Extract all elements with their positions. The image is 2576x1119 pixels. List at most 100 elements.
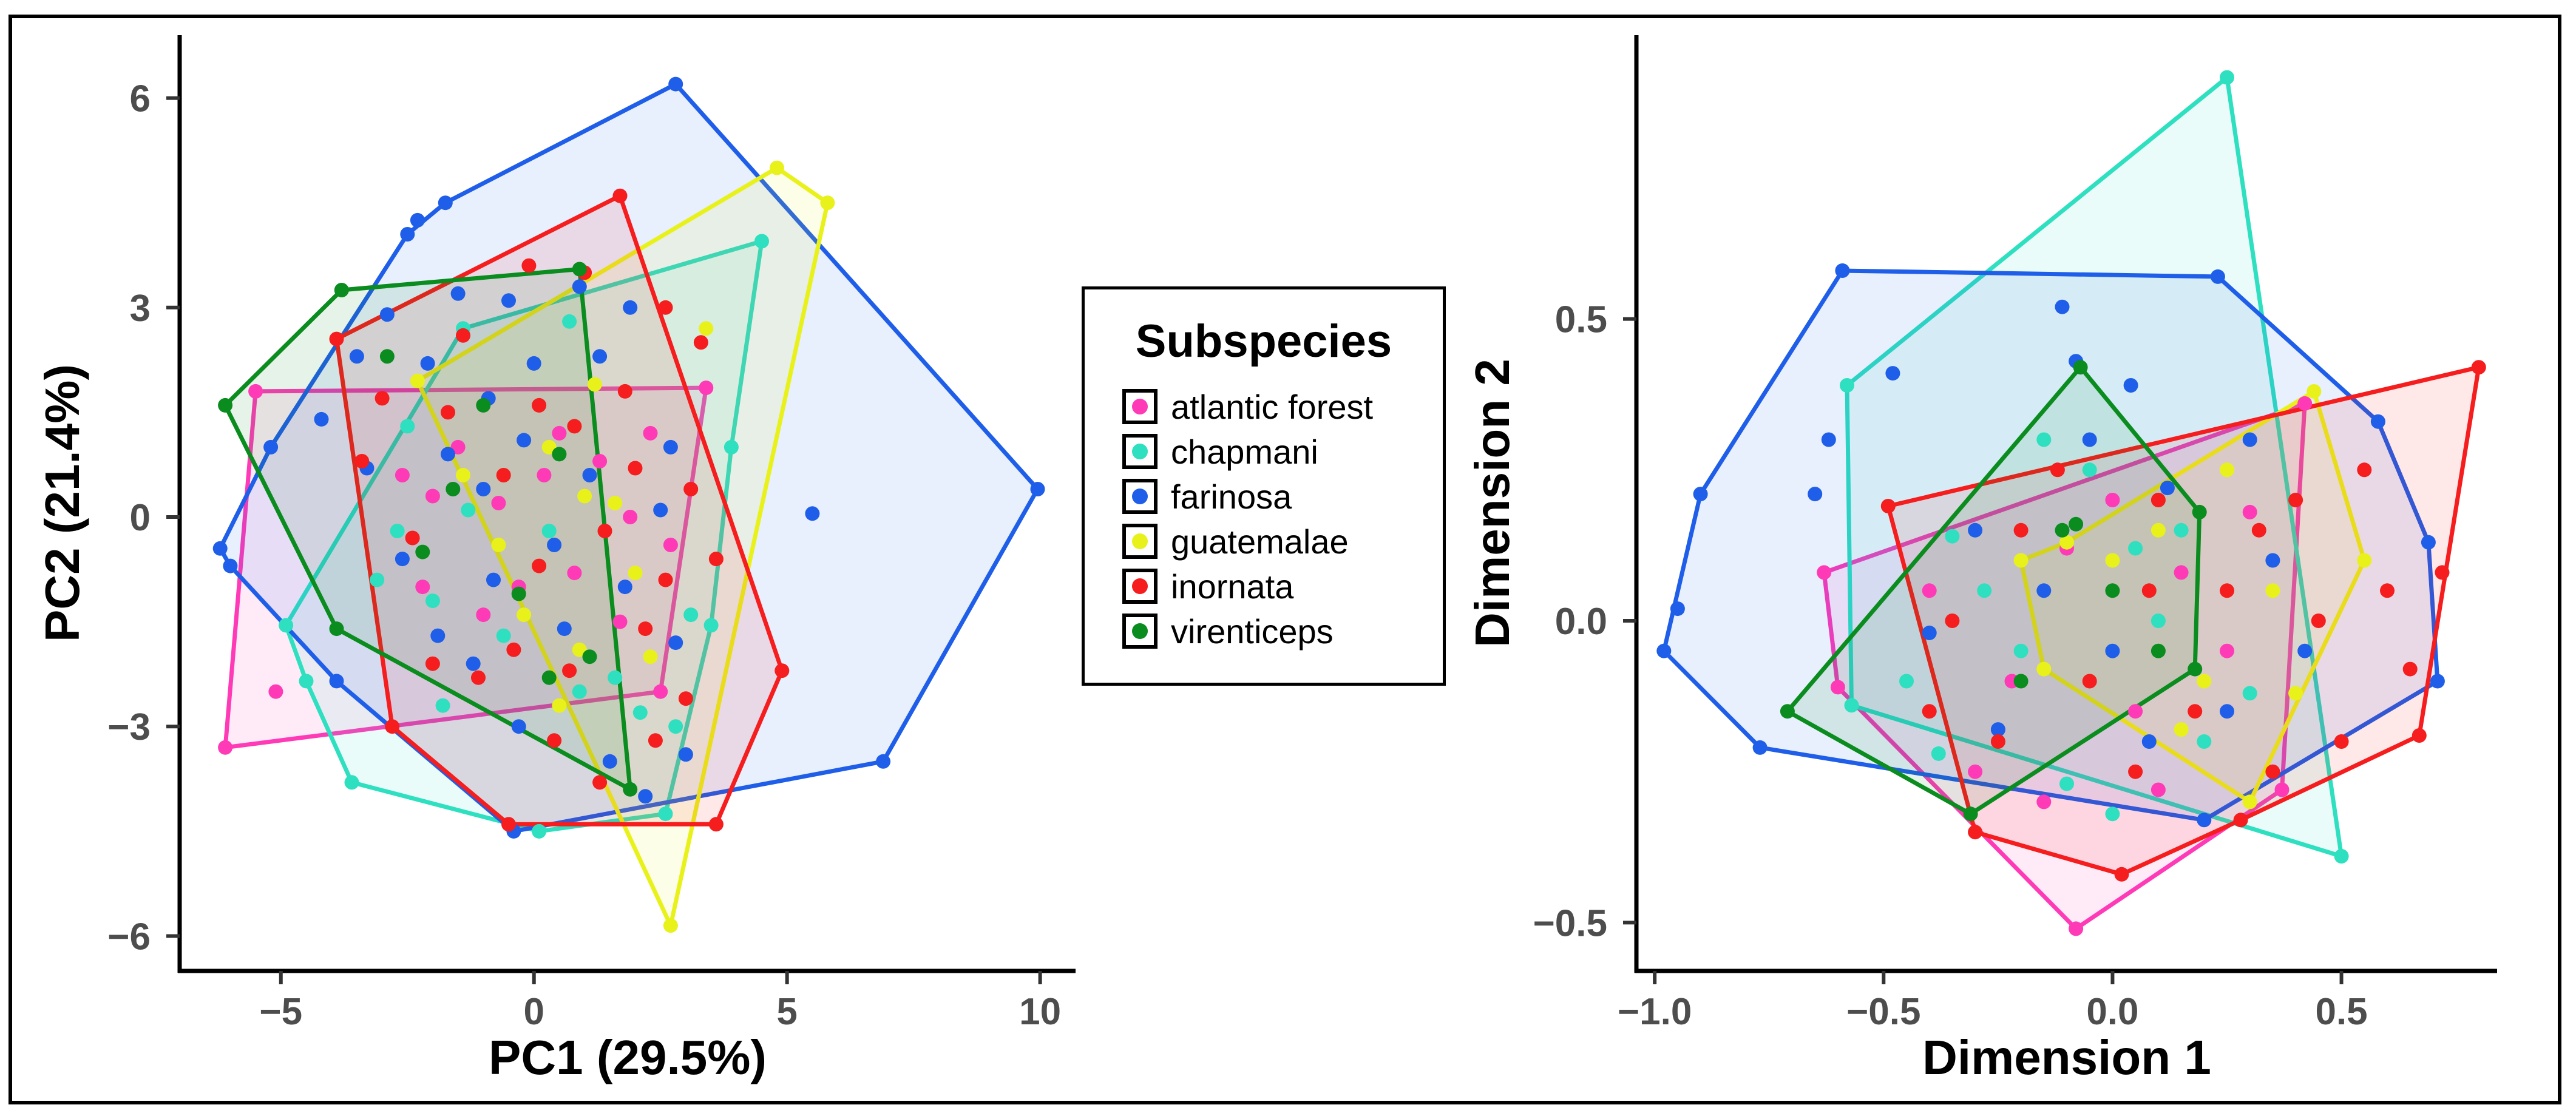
- point-farinosa: [592, 349, 608, 364]
- legend-key: [1122, 569, 1158, 604]
- point-inornata: [456, 328, 470, 343]
- point-atlantic-forest: [1817, 565, 1832, 580]
- y-axis-title: Dimension 2: [1465, 359, 1519, 647]
- point-layer: [212, 76, 1045, 933]
- point-chapmani: [1977, 583, 1992, 598]
- point-inornata: [2435, 565, 2450, 580]
- x-tick-label: 5: [776, 991, 797, 1033]
- point-inornata: [693, 335, 708, 350]
- point-guatemalae: [2174, 722, 2189, 737]
- point-guatemalae: [628, 566, 643, 581]
- point-farinosa: [430, 628, 446, 643]
- point-guatemalae: [577, 489, 592, 504]
- point-inornata: [2380, 583, 2395, 598]
- point-virenticeps: [511, 586, 526, 601]
- point-guatemalae: [410, 373, 425, 388]
- point-guatemalae: [2013, 553, 2029, 568]
- point-guatemalae: [2059, 535, 2074, 550]
- legend-item-atlantic-forest: atlantic forest: [1122, 384, 1373, 429]
- legend-item-chapmani: chapmani: [1122, 429, 1318, 474]
- point-inornata: [1922, 704, 1937, 719]
- point-farinosa: [379, 307, 395, 322]
- point-atlantic-forest: [415, 580, 430, 595]
- point-farinosa: [2430, 674, 2445, 689]
- point-virenticeps: [2192, 504, 2207, 519]
- point-inornata: [562, 663, 577, 678]
- y-tick-label: −3: [107, 706, 151, 748]
- point-guatemalae: [699, 321, 714, 336]
- point-farinosa: [1693, 487, 1708, 502]
- point-inornata: [1990, 734, 2005, 749]
- point-inornata: [592, 775, 608, 790]
- point-inornata: [617, 384, 632, 399]
- point-farinosa: [476, 482, 491, 496]
- point-atlantic-forest: [623, 510, 638, 524]
- x-axis-title: PC1 (29.5%): [489, 1030, 767, 1084]
- point-chapmani: [2174, 522, 2189, 538]
- point-chapmani: [370, 572, 385, 587]
- point-chapmani: [2128, 541, 2143, 556]
- point-farinosa: [572, 279, 587, 294]
- x-tick-label: 10: [1019, 991, 1061, 1033]
- point-inornata: [496, 468, 511, 482]
- point-inornata: [2402, 661, 2418, 677]
- point-guatemalae: [2105, 553, 2120, 568]
- point-atlantic-forest: [2174, 565, 2189, 580]
- point-inornata: [2128, 764, 2143, 779]
- point-farinosa: [1922, 625, 1937, 640]
- point-farinosa: [314, 411, 329, 427]
- point-chapmani: [754, 234, 769, 249]
- y-tick-label: 0.5: [1555, 299, 1607, 341]
- point-farinosa: [1885, 366, 1900, 381]
- point-farinosa: [557, 621, 572, 637]
- point-virenticeps: [1780, 704, 1795, 719]
- point-atlantic-forest: [218, 740, 233, 755]
- point-farinosa: [668, 76, 683, 92]
- legend-item-inornata: inornata: [1122, 564, 1293, 609]
- point-guatemalae: [2036, 661, 2052, 677]
- point-virenticeps: [2105, 583, 2120, 598]
- point-virenticeps: [2151, 643, 2166, 658]
- point-farinosa: [526, 356, 541, 371]
- point-farinosa: [678, 747, 693, 762]
- x-axis-title: Dimension 1: [1922, 1030, 2211, 1084]
- point-guatemalae: [552, 698, 567, 713]
- point-inornata: [638, 621, 653, 637]
- x-tick-label: 0.0: [2086, 991, 2138, 1033]
- point-inornata: [425, 656, 440, 671]
- point-farinosa: [663, 439, 678, 455]
- point-atlantic-forest: [2128, 704, 2143, 719]
- point-chapmani: [683, 607, 699, 623]
- point-inornata: [567, 419, 582, 434]
- point-atlantic-forest: [663, 538, 678, 552]
- point-chapmani: [2082, 462, 2097, 478]
- legend-key: [1122, 389, 1158, 424]
- point-chapmani: [2197, 734, 2212, 749]
- point-inornata: [385, 719, 400, 734]
- point-farinosa: [1835, 263, 1850, 278]
- hull-farinosa: [1661, 268, 2440, 822]
- point-chapmani: [532, 823, 547, 839]
- point-inornata: [2141, 583, 2157, 598]
- point-farinosa: [653, 502, 668, 518]
- point-inornata: [441, 405, 455, 420]
- legend-key: [1122, 434, 1158, 469]
- point-atlantic-forest: [425, 489, 440, 504]
- point-farinosa: [1821, 432, 1836, 447]
- point-inornata: [375, 391, 390, 406]
- point-inornata: [597, 524, 612, 538]
- legend-dot: [1132, 533, 1148, 549]
- point-inornata: [2334, 734, 2349, 749]
- point-farinosa: [349, 349, 364, 364]
- y-axis-title: PC2 (21.4%): [35, 364, 89, 642]
- point-inornata: [708, 552, 724, 567]
- point-inornata: [612, 188, 628, 203]
- point-inornata: [471, 670, 486, 685]
- point-atlantic-forest: [537, 468, 552, 482]
- point-inornata: [2114, 867, 2129, 882]
- point-chapmani: [668, 719, 683, 734]
- point-farinosa: [602, 754, 617, 769]
- point-inornata: [354, 454, 370, 468]
- point-atlantic-forest: [2105, 493, 2120, 507]
